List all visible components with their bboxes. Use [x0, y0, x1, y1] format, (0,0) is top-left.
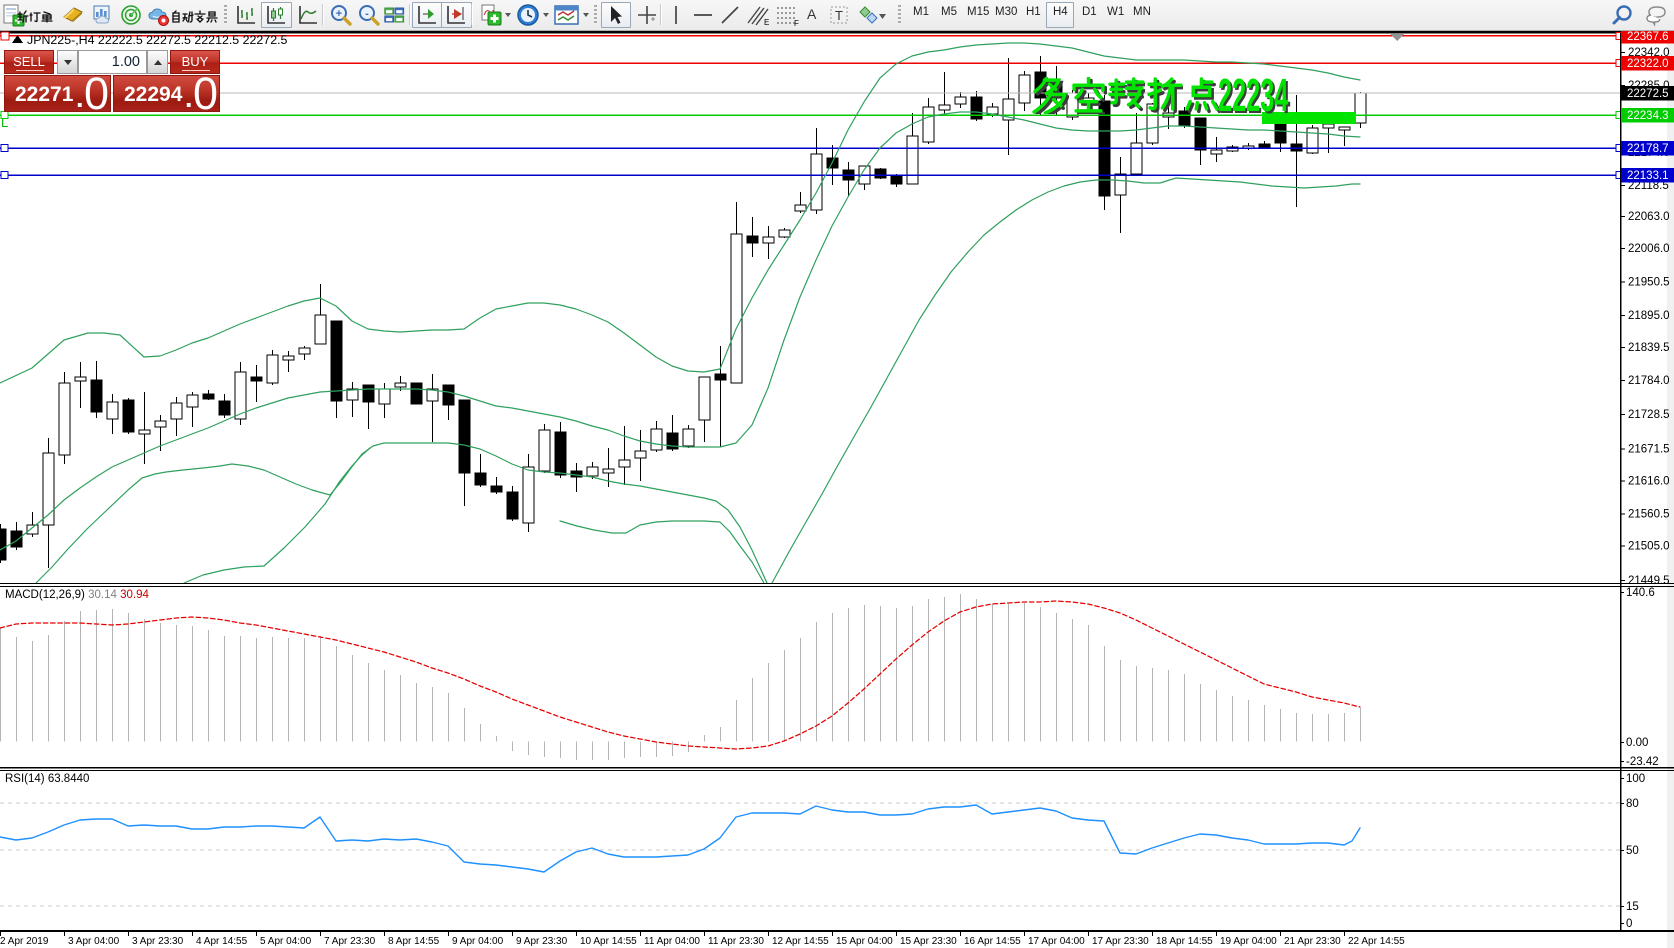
svg-text:+: + — [336, 8, 342, 20]
svg-text:21449.5: 21449.5 — [1628, 575, 1670, 587]
svg-text:50: 50 — [1626, 845, 1639, 857]
svg-text:21895.0: 21895.0 — [1628, 310, 1670, 322]
svg-text:140.6: 140.6 — [1626, 587, 1655, 599]
svg-text:MACD(12,26,9) 30.14 30.94: MACD(12,26,9) 30.14 30.94 — [5, 589, 149, 601]
svg-text:18 Apr 14:55: 18 Apr 14:55 — [1156, 936, 1213, 947]
svg-text:5 Apr 04:00: 5 Apr 04:00 — [260, 936, 312, 947]
svg-text:17 Apr 04:00: 17 Apr 04:00 — [1028, 936, 1085, 947]
svg-text:21505.0: 21505.0 — [1628, 541, 1670, 553]
svg-text:21 Apr 23:30: 21 Apr 23:30 — [1284, 936, 1341, 947]
svg-text:3 Apr 23:30: 3 Apr 23:30 — [132, 936, 184, 947]
svg-text:L: L — [1, 115, 8, 130]
svg-text:2 Apr 2019: 2 Apr 2019 — [0, 936, 49, 947]
svg-text:21728.5: 21728.5 — [1628, 409, 1670, 421]
svg-text:22006.0: 22006.0 — [1628, 243, 1670, 255]
svg-text:22272.5: 22272.5 — [1627, 88, 1669, 100]
svg-text:21671.5: 21671.5 — [1628, 444, 1670, 456]
svg-text:22367.6: 22367.6 — [1627, 31, 1669, 43]
svg-text:9 Apr 04:00: 9 Apr 04:00 — [452, 936, 504, 947]
svg-text:15 Apr 23:30: 15 Apr 23:30 — [900, 936, 957, 947]
svg-text:21839.5: 21839.5 — [1628, 342, 1670, 354]
svg-text:22234.3: 22234.3 — [1627, 110, 1669, 122]
svg-text:15 Apr 04:00: 15 Apr 04:00 — [836, 936, 893, 947]
svg-text:21784.0: 21784.0 — [1628, 375, 1670, 387]
svg-text:22178.7: 22178.7 — [1627, 143, 1669, 155]
svg-text:RSI(14) 63.8440: RSI(14) 63.8440 — [5, 773, 89, 785]
svg-text:22 Apr 14:55: 22 Apr 14:55 — [1348, 936, 1405, 947]
svg-text:JPN225-,H4 22222.5 22272.5 22: JPN225-,H4 22222.5 22272.5 22212.5 22272… — [27, 33, 288, 47]
svg-text:4 Apr 14:55: 4 Apr 14:55 — [196, 936, 248, 947]
svg-text:0.00: 0.00 — [1626, 737, 1648, 749]
svg-text:7 Apr 23:30: 7 Apr 23:30 — [324, 936, 376, 947]
svg-text:11 Apr 23:30: 11 Apr 23:30 — [708, 936, 764, 947]
svg-text:10 Apr 14:55: 10 Apr 14:55 — [580, 936, 637, 947]
svg-text:22118.5: 22118.5 — [1628, 180, 1669, 192]
svg-text:21560.5: 21560.5 — [1628, 509, 1670, 521]
svg-text:21950.5: 21950.5 — [1628, 277, 1670, 289]
svg-text:3 Apr 04:00: 3 Apr 04:00 — [68, 936, 120, 947]
svg-text:15: 15 — [1626, 901, 1639, 913]
svg-text:22133.1: 22133.1 — [1627, 170, 1669, 182]
svg-text:E: E — [764, 18, 769, 27]
svg-text:100: 100 — [1626, 773, 1645, 785]
svg-text:T: T — [835, 8, 843, 23]
svg-text:9 Apr 23:30: 9 Apr 23:30 — [516, 936, 568, 947]
svg-text:22063.0: 22063.0 — [1628, 211, 1670, 223]
svg-text:0: 0 — [1626, 918, 1632, 930]
svg-text:8 Apr 14:55: 8 Apr 14:55 — [388, 936, 440, 947]
svg-text:22322.0: 22322.0 — [1627, 58, 1669, 70]
svg-text:-23.42: -23.42 — [1626, 756, 1659, 768]
svg-text:-: - — [365, 8, 369, 20]
svg-text:80: 80 — [1626, 798, 1639, 810]
svg-text:11 Apr 04:00: 11 Apr 04:00 — [644, 936, 700, 947]
svg-text:17 Apr 23:30: 17 Apr 23:30 — [1092, 936, 1149, 947]
svg-text:16 Apr 14:55: 16 Apr 14:55 — [964, 936, 1021, 947]
svg-text:F: F — [794, 19, 799, 27]
svg-text:19 Apr 04:00: 19 Apr 04:00 — [1220, 936, 1277, 947]
svg-text:21616.0: 21616.0 — [1628, 476, 1670, 488]
svg-text:12 Apr 14:55: 12 Apr 14:55 — [772, 936, 829, 947]
